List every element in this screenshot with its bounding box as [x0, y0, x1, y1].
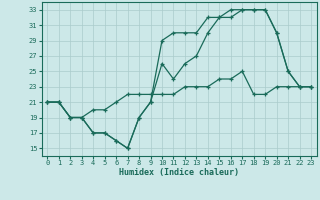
X-axis label: Humidex (Indice chaleur): Humidex (Indice chaleur) — [119, 168, 239, 177]
